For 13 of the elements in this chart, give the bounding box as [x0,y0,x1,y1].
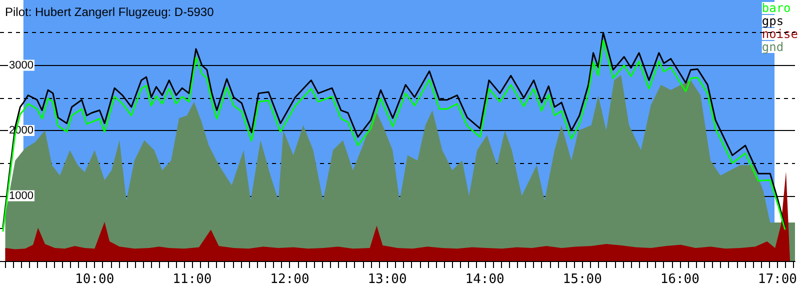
text: baro [762,1,791,15]
x-tick-label: 12:00 [270,272,310,287]
x-tick-label: 10:00 [75,272,114,287]
x-tick-label: 11:00 [172,272,212,287]
x-tick-label: 17:00 [758,272,798,287]
x-tick-label: 15:00 [562,272,602,287]
text: gps [762,14,784,28]
y-tick-label: 3000 [9,59,34,72]
y-tick-label: 1000 [9,190,34,202]
x-tick-label: 16:00 [660,272,700,287]
x-tick-label: 13:00 [368,272,407,287]
x-tick-label: 14:00 [465,272,504,287]
text: gnd [762,40,784,54]
